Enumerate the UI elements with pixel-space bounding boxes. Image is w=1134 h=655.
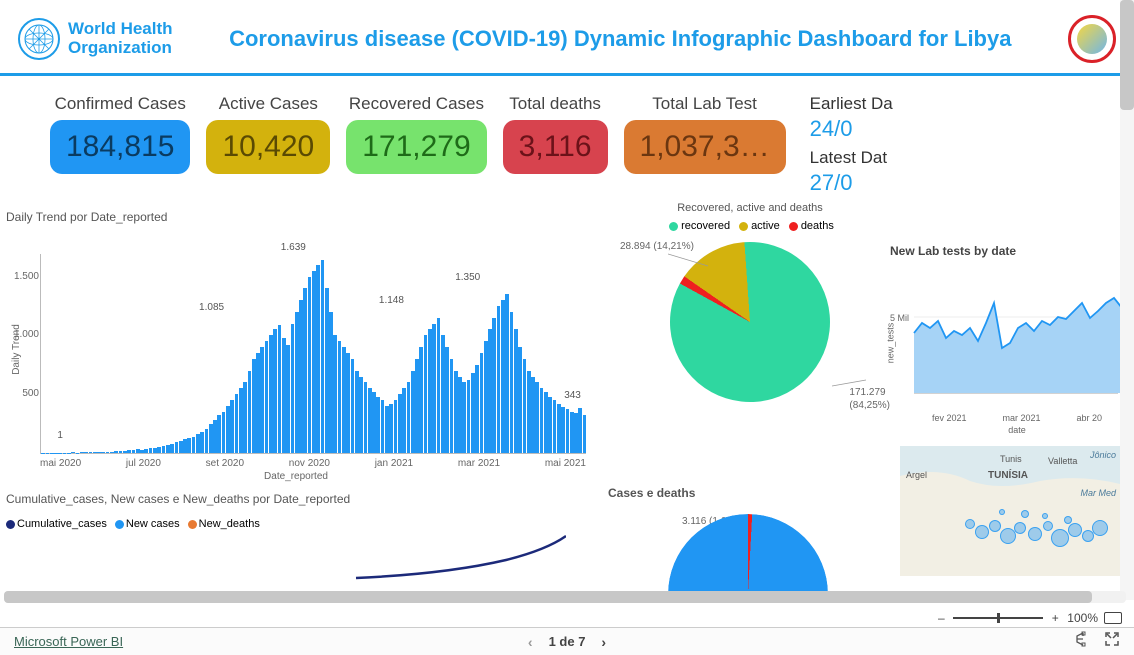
cumulative-chart[interactable]: Cumulative_cases, New cases e New_deaths… [6, 492, 566, 585]
area-chart-lab[interactable]: New Lab tests by date new_tests 5 Mil fe… [890, 244, 1120, 435]
partner-logo-icon [1068, 15, 1116, 63]
map[interactable]: Argel TUNÍSIA Tunis Valletta Jônico Mar … [900, 446, 1120, 576]
prev-page-button[interactable]: ‹ [524, 634, 537, 650]
kpi-deaths[interactable]: Total deaths 3,116 [503, 94, 608, 202]
kpi-recovered[interactable]: Recovered Cases 171,279 [346, 94, 486, 202]
pie-chart-recovered[interactable]: Recovered, active and deaths recoveredac… [610, 202, 890, 422]
date-block: Earliest Da 24/0 Latest Dat 27/0 [810, 94, 900, 202]
zoom-out-button[interactable]: – [935, 611, 947, 625]
page-indicator: 1 de 7 [549, 634, 586, 649]
who-logo-icon [18, 18, 60, 60]
who-text: World Health Organization [68, 20, 173, 57]
bar-chart[interactable]: Daily Trend por Date_reported Daily Tren… [6, 210, 586, 470]
zoom-in-button[interactable]: + [1049, 611, 1061, 625]
cumulative-legend: Cumulative_casesNew casesNew_deaths [6, 518, 566, 530]
dashboard-title: Coronavirus disease (COVID-19) Dynamic I… [173, 26, 1068, 52]
share-icon[interactable] [1072, 631, 1088, 652]
next-page-button[interactable]: › [597, 634, 610, 650]
header: World Health Organization Coronavirus di… [0, 0, 1134, 76]
pie-chart-cases-deaths[interactable]: Cases e deaths 3.116 (1,66%) [608, 486, 888, 594]
vertical-scrollbar[interactable] [1120, 0, 1134, 600]
fullscreen-icon[interactable] [1104, 631, 1120, 652]
kpi-confirmed[interactable]: Confirmed Cases 184,815 [50, 94, 190, 202]
kpi-lab[interactable]: Total Lab Test 1,037,3… [624, 94, 786, 202]
powerbi-link[interactable]: Microsoft Power BI [14, 634, 123, 649]
fit-to-page-icon[interactable] [1104, 612, 1122, 624]
zoom-slider[interactable] [953, 617, 1043, 619]
zoom-level: 100% [1067, 611, 1098, 625]
horizontal-scrollbar[interactable] [4, 591, 1126, 603]
kpi-active[interactable]: Active Cases 10,420 [206, 94, 330, 202]
pie-legend: recoveredactivedeaths [610, 220, 890, 232]
bar-chart-area: Daily Trend 5001.0001.500 11.0851.6391.1… [40, 254, 586, 454]
kpi-row: Confirmed Cases 184,815 Active Cases 10,… [0, 76, 1134, 210]
